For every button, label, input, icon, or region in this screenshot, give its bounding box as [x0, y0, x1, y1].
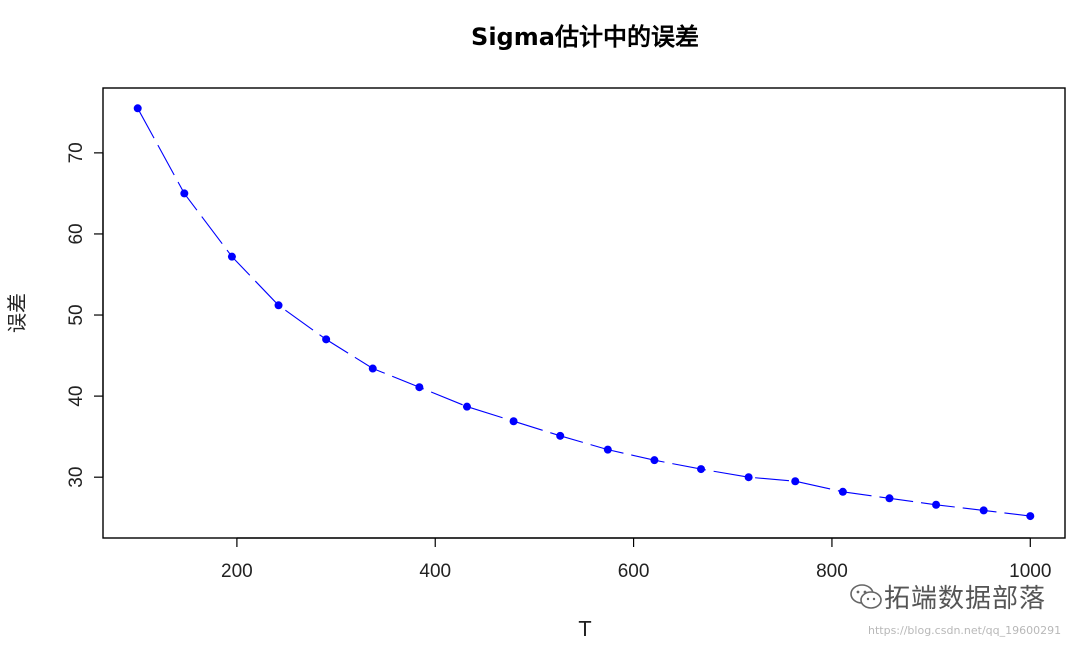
- data-point: [133, 104, 142, 113]
- chart-title: Sigma估计中的误差: [471, 23, 699, 51]
- data-point: [322, 335, 331, 344]
- data-point: [274, 301, 283, 310]
- y-axis: 30 40 50 60 70: [66, 142, 104, 488]
- watermark-url: https://blog.csdn.net/qq_19600291: [868, 624, 1062, 637]
- x-axis-title: T: [578, 617, 592, 641]
- x-tick-label: 800: [816, 561, 848, 582]
- x-tick-label: 600: [618, 561, 650, 582]
- data-point: [509, 417, 518, 426]
- data-point: [556, 431, 565, 440]
- data-point: [1026, 512, 1035, 521]
- y-tick-label: 70: [66, 142, 87, 163]
- y-tick-label: 30: [66, 467, 87, 488]
- data-point: [180, 189, 189, 198]
- series-layer: [133, 104, 1035, 521]
- series-line: [137, 108, 1031, 517]
- y-tick-label: 50: [66, 304, 87, 325]
- wechat-icon: [850, 583, 882, 609]
- y-tick-label: 40: [66, 386, 87, 407]
- data-point: [885, 494, 894, 503]
- y-axis-title: 误差: [5, 293, 29, 333]
- data-point: [697, 465, 706, 474]
- data-point: [791, 477, 800, 486]
- data-point: [979, 506, 988, 515]
- watermark: 拓端数据部落: [848, 578, 1046, 615]
- data-point: [462, 402, 471, 411]
- data-point: [227, 252, 236, 261]
- data-point: [650, 456, 659, 465]
- x-tick-label: 1000: [1009, 561, 1051, 582]
- x-tick-label: 200: [221, 561, 253, 582]
- x-axis: 200 400 600 800 1000: [221, 537, 1051, 582]
- data-point: [603, 445, 612, 454]
- y-tick-label: 60: [66, 223, 87, 244]
- data-point: [932, 500, 941, 509]
- watermark-text: 拓端数据部落: [884, 584, 1047, 614]
- data-point: [838, 487, 847, 496]
- data-point: [744, 473, 753, 482]
- data-point: [368, 364, 377, 373]
- x-tick-label: 400: [419, 561, 451, 582]
- plot-frame: [102, 87, 1066, 539]
- data-point: [415, 383, 424, 392]
